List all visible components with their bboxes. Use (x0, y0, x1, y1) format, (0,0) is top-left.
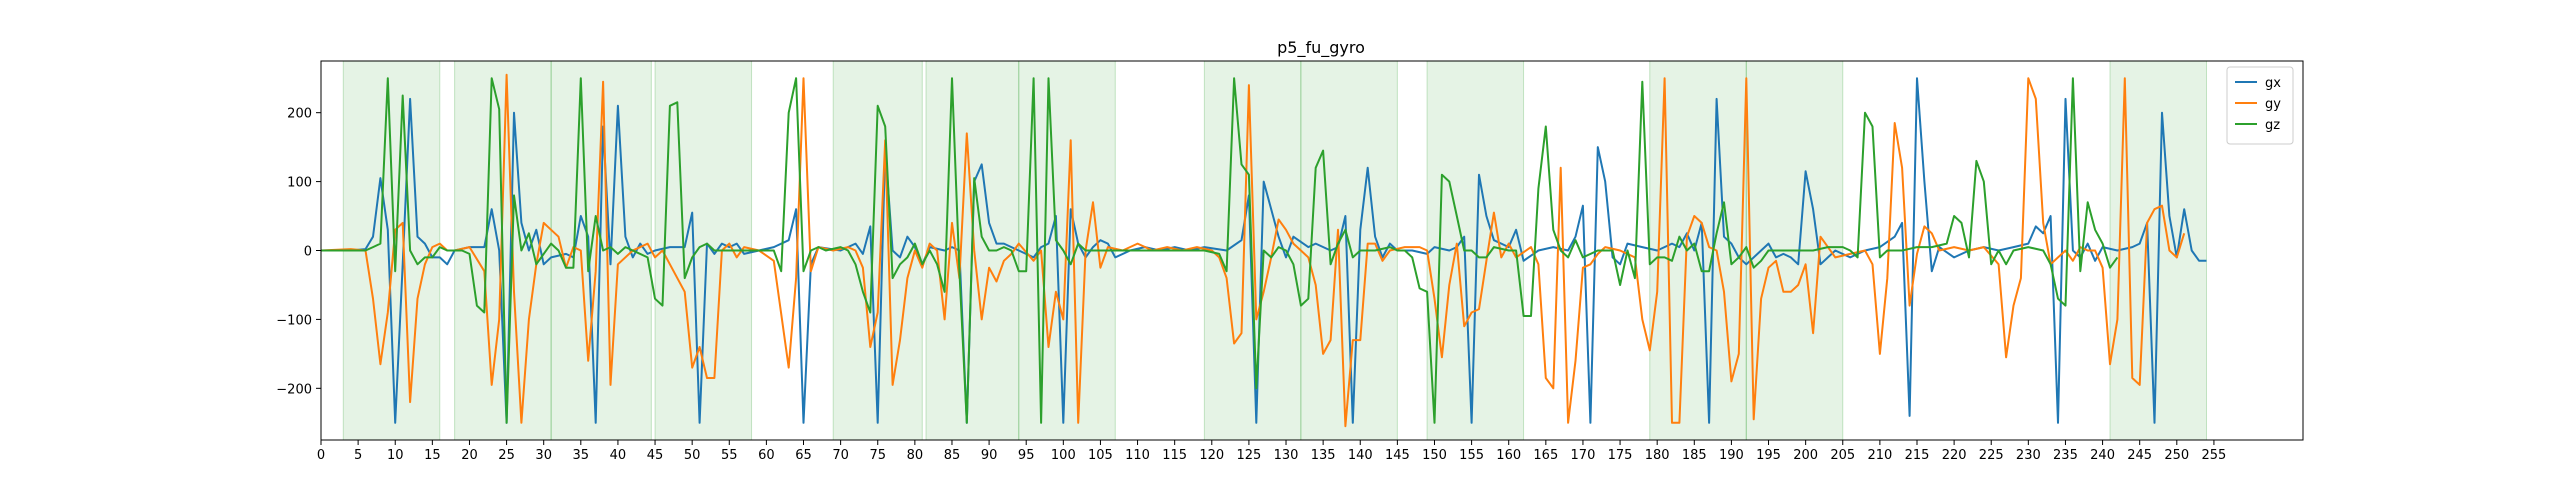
legend-box (2226, 66, 2294, 145)
x-tick-label: 175 (1608, 448, 1633, 463)
x-tick-label: 135 (1311, 448, 1336, 463)
x-tick-label: 15 (424, 448, 441, 463)
x-tick-label: 235 (2053, 448, 2078, 463)
x-tick-label: 60 (758, 448, 775, 463)
x-tick-label: 40 (610, 448, 627, 463)
x-tick-label: 115 (1162, 448, 1187, 463)
legend: gx gy gz (2226, 66, 2294, 145)
x-tick-label: 185 (1682, 448, 1707, 463)
x-tick-label: 50 (684, 448, 701, 463)
x-tick-label: 255 (2202, 448, 2227, 463)
x-tick-label: 155 (1459, 448, 1484, 463)
legend-label-gx: gx (2265, 76, 2281, 91)
series-line-gy (320, 73, 2186, 428)
x-tick-label: 230 (2016, 448, 2041, 463)
y-tick-label: 100 (287, 176, 312, 191)
series-lines (320, 73, 2207, 428)
x-tick-label: 165 (1533, 448, 1558, 463)
plot-area (320, 60, 2304, 441)
x-tick-label: 190 (1719, 448, 1744, 463)
x-tick-label: 150 (1422, 448, 1447, 463)
x-tick-label: 205 (1830, 448, 1855, 463)
x-tick-label: 25 (498, 448, 515, 463)
y-tick-label: −200 (276, 382, 312, 397)
x-tick-label: 245 (2127, 448, 2152, 463)
x-tick-label: 10 (387, 448, 404, 463)
x-tick-label: 55 (721, 448, 738, 463)
x-tick-label: 160 (1496, 448, 1521, 463)
x-tick-label: 200 (1793, 448, 1818, 463)
x-tick-label: 95 (1018, 448, 1035, 463)
x-tick-label: 180 (1645, 448, 1670, 463)
x-tick-label: 250 (2164, 448, 2189, 463)
x-tick-label: 70 (832, 448, 849, 463)
highlight-spans (342, 60, 2207, 441)
x-tick-label: 30 (535, 448, 552, 463)
x-tick-label: 65 (795, 448, 812, 463)
x-tick-label: 85 (944, 448, 961, 463)
y-tick-label: 0 (304, 245, 312, 260)
x-tick-label: 210 (1867, 448, 1892, 463)
x-tick-label: 80 (907, 448, 924, 463)
x-tick-label: 220 (1942, 448, 1967, 463)
x-tick-label: 5 (354, 448, 362, 463)
x-tick-label: 90 (981, 448, 998, 463)
x-tick-label: 225 (1979, 448, 2004, 463)
x-tick-label: 0 (317, 448, 325, 463)
x-tick-label: 125 (1236, 448, 1261, 463)
x-tick-label: 140 (1348, 448, 1373, 463)
x-tick-label: 145 (1385, 448, 1410, 463)
x-tick-label: 35 (573, 448, 590, 463)
legend-label-gy: gy (2265, 97, 2281, 112)
legend-label-gz: gz (2265, 118, 2280, 133)
x-tick-label: 110 (1125, 448, 1150, 463)
x-tick-label: 20 (461, 448, 478, 463)
series-line-gx (321, 77, 2207, 424)
x-tick-label: 100 (1051, 448, 1076, 463)
x-tick-label: 105 (1088, 448, 1113, 463)
x-tick-label: 240 (2090, 448, 2115, 463)
x-tick-label: 45 (647, 448, 664, 463)
y-tick-label: 200 (287, 107, 312, 122)
x-tick-label: 170 (1571, 448, 1596, 463)
y-axis: −200 −100 0 100 200 (276, 107, 321, 397)
chart-title: p5_fu_gyro (1277, 38, 1365, 58)
x-tick-label: 120 (1199, 448, 1224, 463)
x-tick-label: 215 (1905, 448, 1930, 463)
x-tick-label: 75 (869, 448, 886, 463)
x-tick-label: 195 (1756, 448, 1781, 463)
highlight-span-10 (1649, 60, 1747, 441)
x-tick-label: 130 (1274, 448, 1299, 463)
x-axis: 0 5 10 15 20 25 30 35 40 45 50 55 60 65 70 75 80 85 90 95 10… (317, 440, 2226, 463)
y-tick-label: −100 (276, 313, 312, 328)
series-line-gz (321, 77, 2119, 424)
